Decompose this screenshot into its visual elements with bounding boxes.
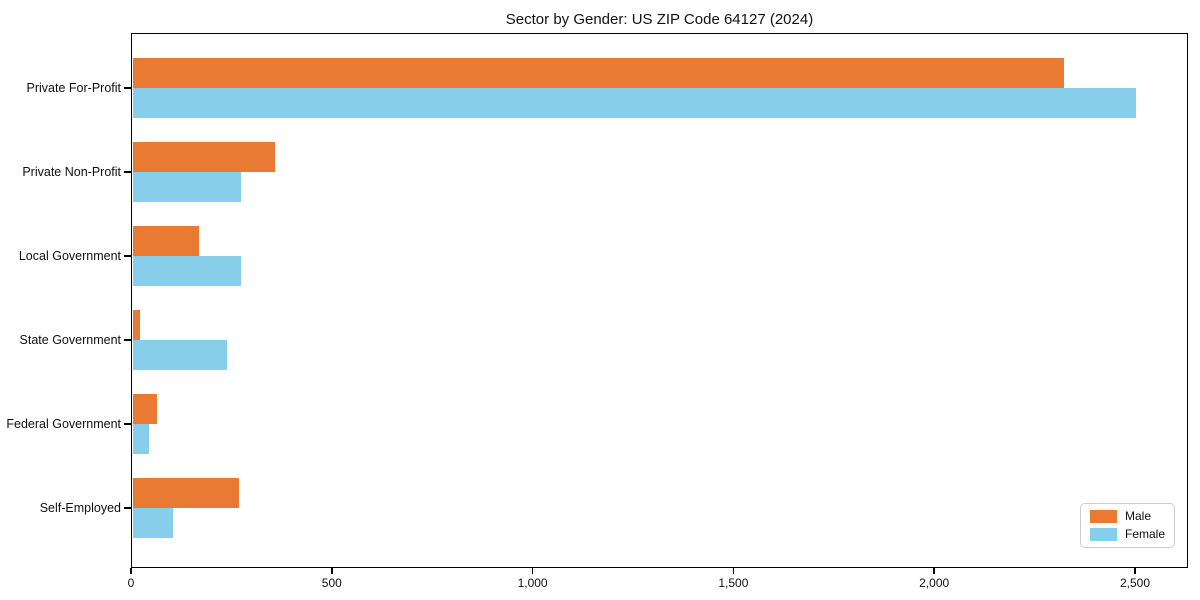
- legend-label-female: Female: [1124, 527, 1165, 541]
- x-tick-mark: [331, 568, 333, 574]
- bar-male-1: [132, 142, 276, 172]
- bar-female-2: [132, 256, 241, 286]
- y-tick-label: Local Government: [18, 249, 121, 263]
- bar-female-1: [132, 172, 241, 202]
- legend-swatch-female: [1089, 528, 1117, 541]
- bar-female-4: [132, 424, 149, 454]
- bar-male-4: [132, 394, 157, 424]
- bar-male-3: [132, 310, 140, 340]
- x-tick-label: 500: [321, 576, 342, 590]
- y-tick-mark: [124, 87, 131, 89]
- bar-female-3: [132, 340, 227, 370]
- bar-male-0: [132, 58, 1065, 88]
- y-tick-mark: [124, 255, 131, 257]
- x-tick-mark: [130, 568, 132, 574]
- legend-item-female: Female: [1089, 527, 1165, 541]
- x-tick-mark: [1134, 568, 1136, 574]
- x-tick-mark: [933, 568, 935, 574]
- x-tick-label: 2,500: [1119, 576, 1150, 590]
- x-tick-mark: [732, 568, 735, 574]
- legend-item-male: Male: [1089, 509, 1165, 523]
- x-tick-label: 2,000: [919, 576, 950, 590]
- y-tick-label: Private For-Profit: [26, 81, 121, 95]
- legend-swatch-male: [1089, 510, 1117, 523]
- y-tick-mark: [124, 507, 131, 509]
- y-tick-mark: [124, 171, 131, 173]
- legend-label-male: Male: [1124, 509, 1151, 523]
- plot-area: [131, 33, 1188, 568]
- bar-female-0: [132, 88, 1137, 118]
- chart-title: Sector by Gender: US ZIP Code 64127 (202…: [505, 11, 814, 28]
- x-tick-mark: [531, 568, 534, 574]
- bar-male-5: [132, 478, 239, 508]
- x-tick-label: 1,000: [517, 576, 548, 590]
- y-tick-label: State Government: [19, 333, 121, 347]
- y-tick-mark: [124, 339, 131, 341]
- x-tick-label: 1,500: [718, 576, 749, 590]
- legend: Male Female: [1079, 503, 1175, 548]
- x-tick-label: 0: [127, 576, 135, 590]
- y-tick-label: Private Non-Profit: [22, 165, 121, 179]
- bar-male-2: [132, 226, 199, 256]
- bar-female-5: [132, 508, 173, 538]
- y-tick-label: Federal Government: [6, 417, 121, 431]
- y-tick-mark: [124, 423, 131, 425]
- y-tick-label: Self-Employed: [39, 501, 121, 515]
